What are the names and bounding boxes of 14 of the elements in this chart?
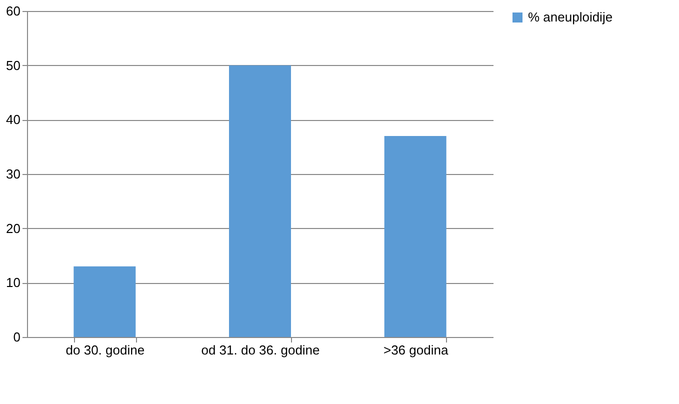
x-tick-label: do 30. godine xyxy=(66,342,145,358)
y-tick-label: 50 xyxy=(6,58,20,73)
y-tick-label: 0 xyxy=(13,330,20,344)
bar xyxy=(74,266,136,337)
legend-label: % aneuploidije xyxy=(528,10,613,24)
bar xyxy=(384,136,446,337)
y-tick-label: 60 xyxy=(6,4,20,18)
y-tick-label: 20 xyxy=(6,220,20,236)
y-tick-label: 40 xyxy=(6,112,20,128)
bar xyxy=(229,65,291,337)
y-tick-label: 10 xyxy=(6,275,20,290)
y-tick-label: 30 xyxy=(6,166,20,182)
x-tick-label: od 31. do 36. godine xyxy=(201,342,320,358)
x-tick-label: >36 godina xyxy=(383,342,449,358)
